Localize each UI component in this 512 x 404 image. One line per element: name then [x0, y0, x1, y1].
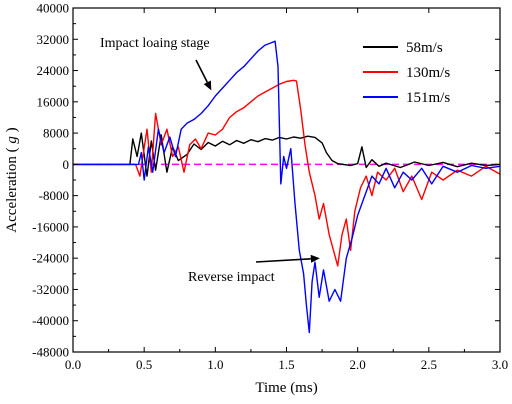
y-tick-label: 0: [63, 157, 70, 172]
y-tick-labels: 40000 32000 24000 16000 8000 0 -8000 -16000 -240…: [32, 1, 69, 360]
annotation-reverse-impact-text: Reverse impact: [188, 270, 275, 285]
y-tick-label: -16000: [32, 219, 69, 234]
x-tick-label: 1.5: [278, 357, 294, 372]
legend: 58m/s 130m/s 151m/s: [363, 40, 450, 106]
y-tick-label: 24000: [37, 63, 70, 78]
series-group: [73, 40, 501, 334]
legend-label-130ms: 130m/s: [406, 65, 450, 81]
x-axis-title: Time (ms): [255, 380, 317, 396]
x-tick-labels: 0.0 0.5 1.0 1.5 2.0 2.5 3.0: [65, 357, 508, 372]
series-line-130ms: [73, 79, 501, 267]
annotation-reverse-impact: Reverse impact: [188, 254, 320, 285]
x-tick-label: 2.5: [421, 357, 437, 372]
x-tick-label: 2.0: [350, 357, 366, 372]
axis-ticks: [72, 7, 501, 353]
y-axis-title: Acceleration ( g ): [4, 127, 20, 232]
annotation-impact-loading-arrowhead: [203, 80, 212, 91]
annotation-impact-loading-text: Impact loaing stage: [100, 36, 210, 51]
y-axis-title-close: ): [4, 127, 20, 136]
annotation-impact-loading: Impact loaing stage: [100, 36, 212, 91]
annotation-reverse-impact-arrowhead: [310, 254, 320, 263]
annotation-impact-loading-arrow: [195, 59, 208, 83]
legend-label-151ms: 151m/s: [406, 90, 450, 106]
y-axis-title-unit: g: [4, 136, 20, 144]
y-tick-label: 8000: [43, 126, 69, 141]
y-tick-label: 32000: [37, 32, 70, 47]
y-tick-label: 40000: [37, 1, 70, 16]
x-tick-label: 1.0: [207, 357, 223, 372]
annotation-reverse-impact-arrow: [255, 257, 311, 263]
x-tick-label: 0.5: [136, 357, 152, 372]
legend-label-58ms: 58m/s: [406, 40, 443, 56]
y-tick-label: 16000: [37, 94, 70, 109]
y-axis-title-main: Acceleration (: [4, 144, 20, 233]
y-tick-label: -8000: [39, 188, 69, 203]
series-line-151ms: [73, 40, 501, 334]
y-tick-label: -32000: [32, 282, 69, 297]
y-tick-label: -48000: [32, 345, 69, 360]
y-tick-label: -24000: [32, 251, 69, 266]
x-tick-label: 0.0: [65, 357, 81, 372]
x-tick-label: 3.0: [492, 357, 508, 372]
y-tick-label: -40000: [32, 313, 69, 328]
